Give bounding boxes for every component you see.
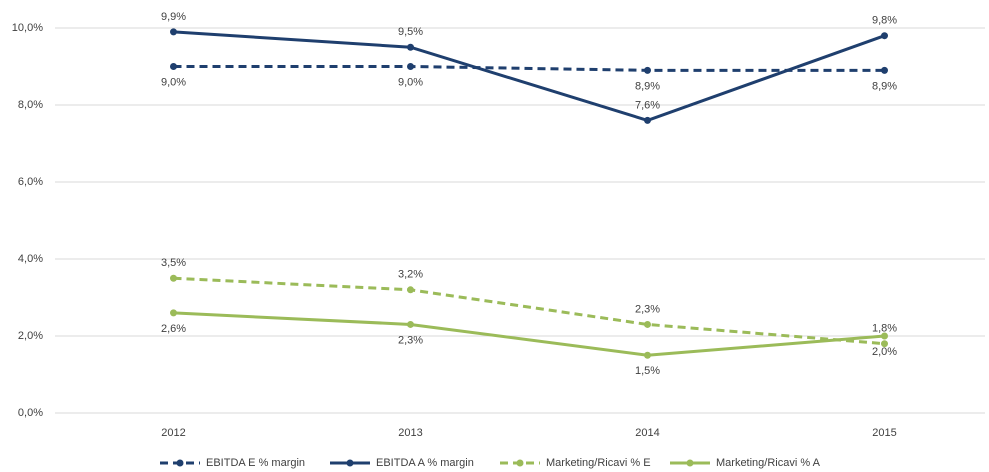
data-label: 3,2% — [398, 269, 423, 281]
series-line — [173, 276, 885, 346]
data-label: 2,3% — [635, 303, 660, 315]
data-label: 1,8% — [872, 323, 897, 335]
point — [644, 66, 651, 74]
series-line — [173, 311, 885, 357]
point — [881, 332, 888, 340]
legend-marker — [176, 459, 184, 467]
legend-marker — [346, 459, 354, 467]
x-tick-label: 2012 — [161, 427, 185, 439]
data-label: 2,0% — [872, 346, 897, 358]
data-label: 9,0% — [161, 76, 186, 88]
legend-label: EBITDA A % margin — [376, 457, 474, 469]
x-tick-label: 2014 — [635, 427, 659, 439]
point — [407, 43, 414, 51]
legend-label: EBITDA E % margin — [206, 457, 305, 469]
data-label: 3,5% — [161, 257, 186, 269]
data-label: 8,9% — [872, 80, 897, 92]
data-label: 2,3% — [398, 334, 423, 346]
y-tick-label: 4,0% — [18, 253, 43, 265]
y-tick-label: 2,0% — [18, 330, 43, 342]
series-line — [173, 65, 885, 72]
point — [881, 66, 888, 74]
point — [644, 320, 651, 328]
data-label: 1,5% — [635, 365, 660, 377]
point — [170, 63, 177, 70]
point — [170, 274, 177, 282]
y-tick-label: 0,0% — [18, 407, 43, 419]
y-tick-label: 10,0% — [12, 22, 43, 34]
point — [407, 63, 414, 70]
data-label: 9,8% — [872, 15, 897, 27]
data-label: 8,9% — [635, 80, 660, 92]
point — [644, 351, 651, 359]
data-label: 9,5% — [398, 26, 423, 38]
point — [407, 320, 414, 328]
data-label: 7,6% — [635, 99, 660, 111]
x-tick-label: 2013 — [398, 427, 422, 439]
point — [881, 340, 888, 348]
y-tick-label: 8,0% — [18, 99, 43, 111]
data-label: 9,9% — [161, 11, 186, 23]
series-line — [173, 30, 886, 122]
point — [644, 116, 651, 124]
legend-marker — [686, 459, 694, 467]
data-label: 2,6% — [161, 323, 186, 335]
data-label: 9,0% — [398, 76, 423, 88]
y-tick-label: 6,0% — [18, 176, 43, 188]
point — [881, 32, 888, 40]
point — [170, 309, 177, 317]
x-tick-label: 2015 — [872, 427, 896, 439]
point — [407, 286, 414, 294]
legend-marker — [516, 459, 524, 467]
point — [170, 28, 177, 36]
legend-label: Marketing/Ricavi % E — [546, 457, 651, 469]
legend-label: Marketing/Ricavi % A — [716, 457, 821, 469]
